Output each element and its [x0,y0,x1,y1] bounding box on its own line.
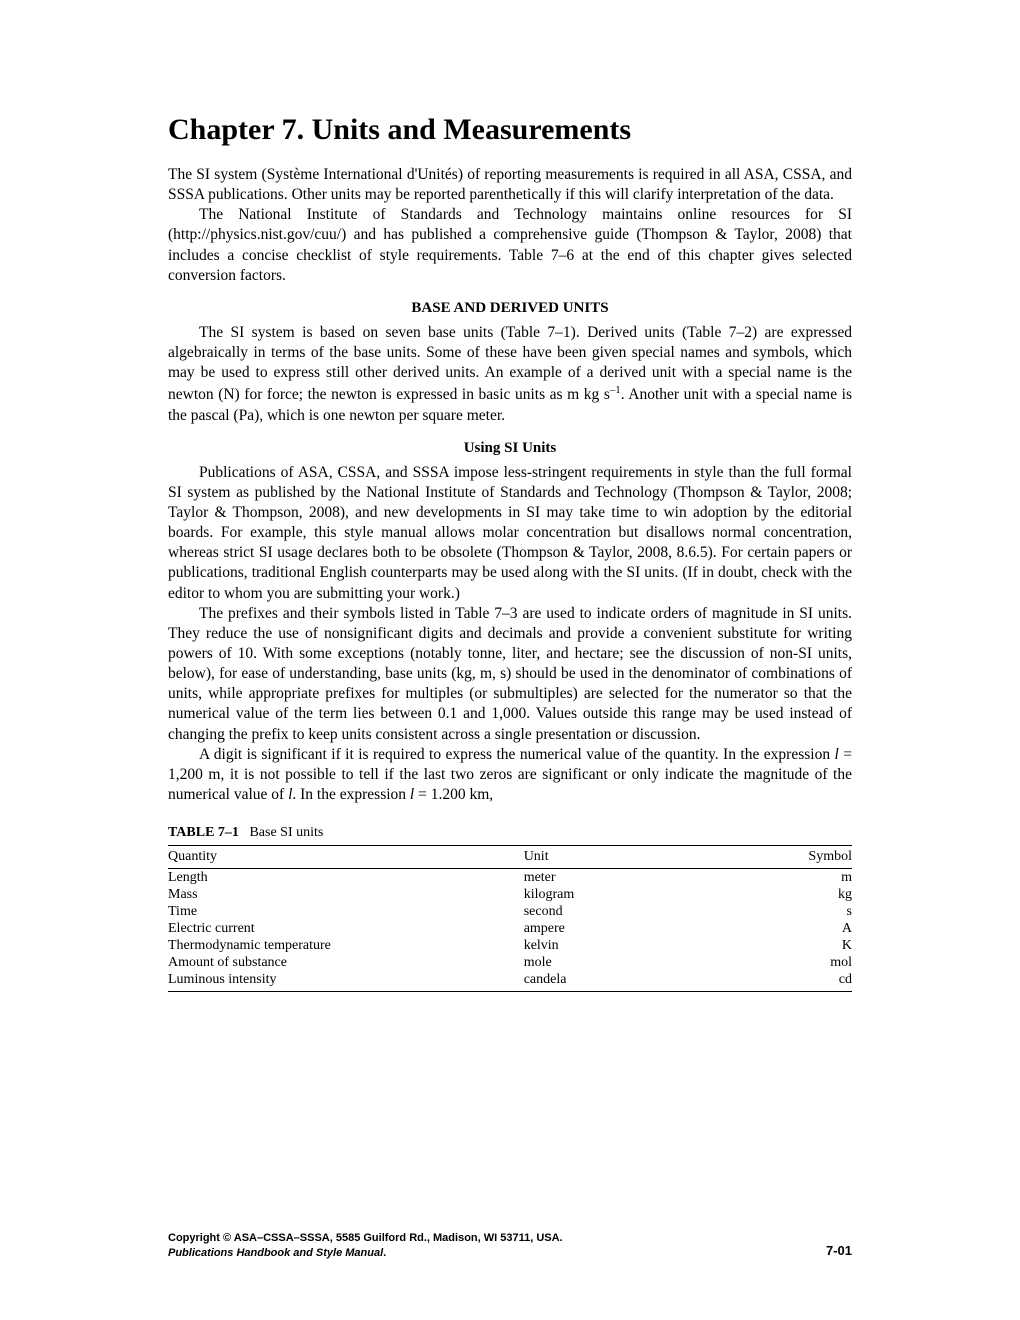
intro-para-2: The National Institute of Standards and … [168,205,852,286]
table-row: Thermodynamic temperaturekelvinK [168,937,852,954]
cell-unit: second [524,903,729,920]
col-header-unit: Unit [524,846,729,869]
cell-quantity: Time [168,903,524,920]
cell-unit: meter [524,869,729,887]
cell-quantity: Mass [168,886,524,903]
table-header-row: Quantity Unit Symbol [168,846,852,869]
cell-quantity: Electric current [168,920,524,937]
table-row: Amount of substancemolemol [168,954,852,971]
table-row: Luminous intensitycandelacd [168,971,852,991]
using-si-para-1: Publications of ASA, CSSA, and SSSA impo… [168,463,852,604]
cell-symbol: K [729,937,852,954]
cell-symbol: kg [729,886,852,903]
text-fragment: . In the expression [292,786,410,803]
table-row: Masskilogramkg [168,886,852,903]
table-caption: TABLE 7–1 Base SI units [168,825,852,841]
col-header-symbol: Symbol [729,846,852,869]
cell-unit: candela [524,971,729,991]
table-row: Lengthmeterm [168,869,852,887]
cell-quantity: Length [168,869,524,887]
cell-symbol: mol [729,954,852,971]
cell-symbol: s [729,903,852,920]
cell-unit: mole [524,954,729,971]
cell-quantity: Luminous intensity [168,971,524,991]
intro-para-1: The SI system (Système International d'U… [168,165,852,205]
text-fragment: A digit is significant if it is required… [199,746,835,763]
text-fragment: = 1.200 km, [414,786,493,803]
cell-symbol: A [729,920,852,937]
using-si-para-2: The prefixes and their symbols listed in… [168,604,852,745]
table-row: Timeseconds [168,903,852,920]
cell-unit: kelvin [524,937,729,954]
publication-title: Publications Handbook and Style Manual [168,1247,383,1259]
dot: . [383,1247,386,1259]
copyright-line: Copyright © ASA–CSSA–SSSA, 5585 Guilford… [168,1231,852,1245]
cell-unit: kilogram [524,886,729,903]
table-row: Electric currentampereA [168,920,852,937]
page-footer: Copyright © ASA–CSSA–SSSA, 5585 Guilford… [168,1231,852,1260]
section-heading-base-derived: BASE AND DERIVED UNITS [168,300,852,317]
using-si-para-3: A digit is significant if it is required… [168,745,852,805]
sub-heading-using-si: Using SI Units [168,440,852,457]
cell-symbol: cd [729,971,852,991]
cell-unit: ampere [524,920,729,937]
cell-quantity: Amount of substance [168,954,524,971]
table-base-si-units: Quantity Unit Symbol LengthmetermMasskil… [168,845,852,992]
page-number: 7-01 [826,1243,852,1260]
base-derived-para: The SI system is based on seven base uni… [168,323,852,426]
superscript-exponent: –1 [610,384,621,396]
col-header-quantity: Quantity [168,846,524,869]
cell-quantity: Thermodynamic temperature [168,937,524,954]
table-title: Base SI units [249,825,323,840]
cell-symbol: m [729,869,852,887]
table-label: TABLE 7–1 [168,825,239,840]
chapter-title: Chapter 7. Units and Measurements [168,113,852,147]
